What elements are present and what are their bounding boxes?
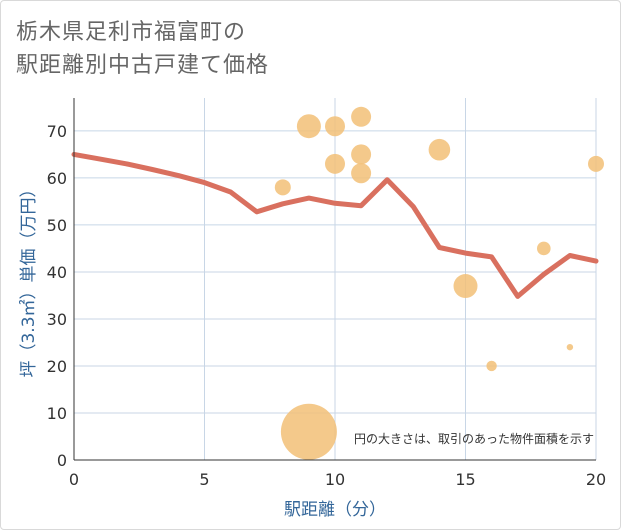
y-tick-label: 40 [47, 263, 67, 282]
bubble-layer [274, 106, 604, 460]
bubble-point [428, 138, 451, 161]
bubble-point [325, 153, 345, 174]
y-tick-label: 70 [47, 122, 67, 141]
bubble-point [351, 106, 372, 127]
bubble-point [566, 343, 574, 351]
bubble-point [486, 360, 497, 372]
x-tick-label: 20 [586, 470, 606, 489]
bubble-point [280, 403, 337, 460]
bubble-point [537, 241, 551, 256]
bubble-point [274, 179, 291, 196]
bubble-point [453, 274, 478, 299]
x-tick-label: 15 [455, 470, 475, 489]
axes: 0 5 10 15 20 0 10 20 30 40 50 60 70 [47, 98, 606, 489]
grid [73, 98, 597, 461]
title-line-1: 栃木県足利市福富町の [16, 20, 247, 45]
y-tick-label: 30 [47, 310, 67, 329]
bubble-point [351, 163, 372, 184]
y-tick-label: 10 [47, 404, 67, 423]
y-axis-title: 坪（3.3㎡）単価（万円） [19, 180, 39, 377]
bubble-point [296, 114, 321, 139]
x-tick-label: 5 [199, 470, 209, 489]
x-tick-label: 10 [325, 470, 345, 489]
y-tick-label: 0 [57, 451, 67, 470]
chart-title: 栃木県足利市福富町の 駅距離別中古戸建て価格 [16, 16, 269, 82]
y-tick-label: 20 [47, 357, 67, 376]
y-tick-label: 50 [47, 216, 67, 235]
x-axis-title: 駅距離（分） [284, 500, 386, 520]
bubble-point [351, 144, 372, 165]
title-line-2: 駅距離別中古戸建て価格 [16, 53, 270, 78]
bubble-point [325, 116, 345, 137]
y-tick-label: 60 [47, 169, 67, 188]
average-line [71, 151, 599, 299]
x-tick-label: 0 [69, 470, 79, 489]
bubble-point [588, 155, 604, 172]
size-note: 円の大きさは、取引のあった物件面積を示す [354, 431, 594, 446]
